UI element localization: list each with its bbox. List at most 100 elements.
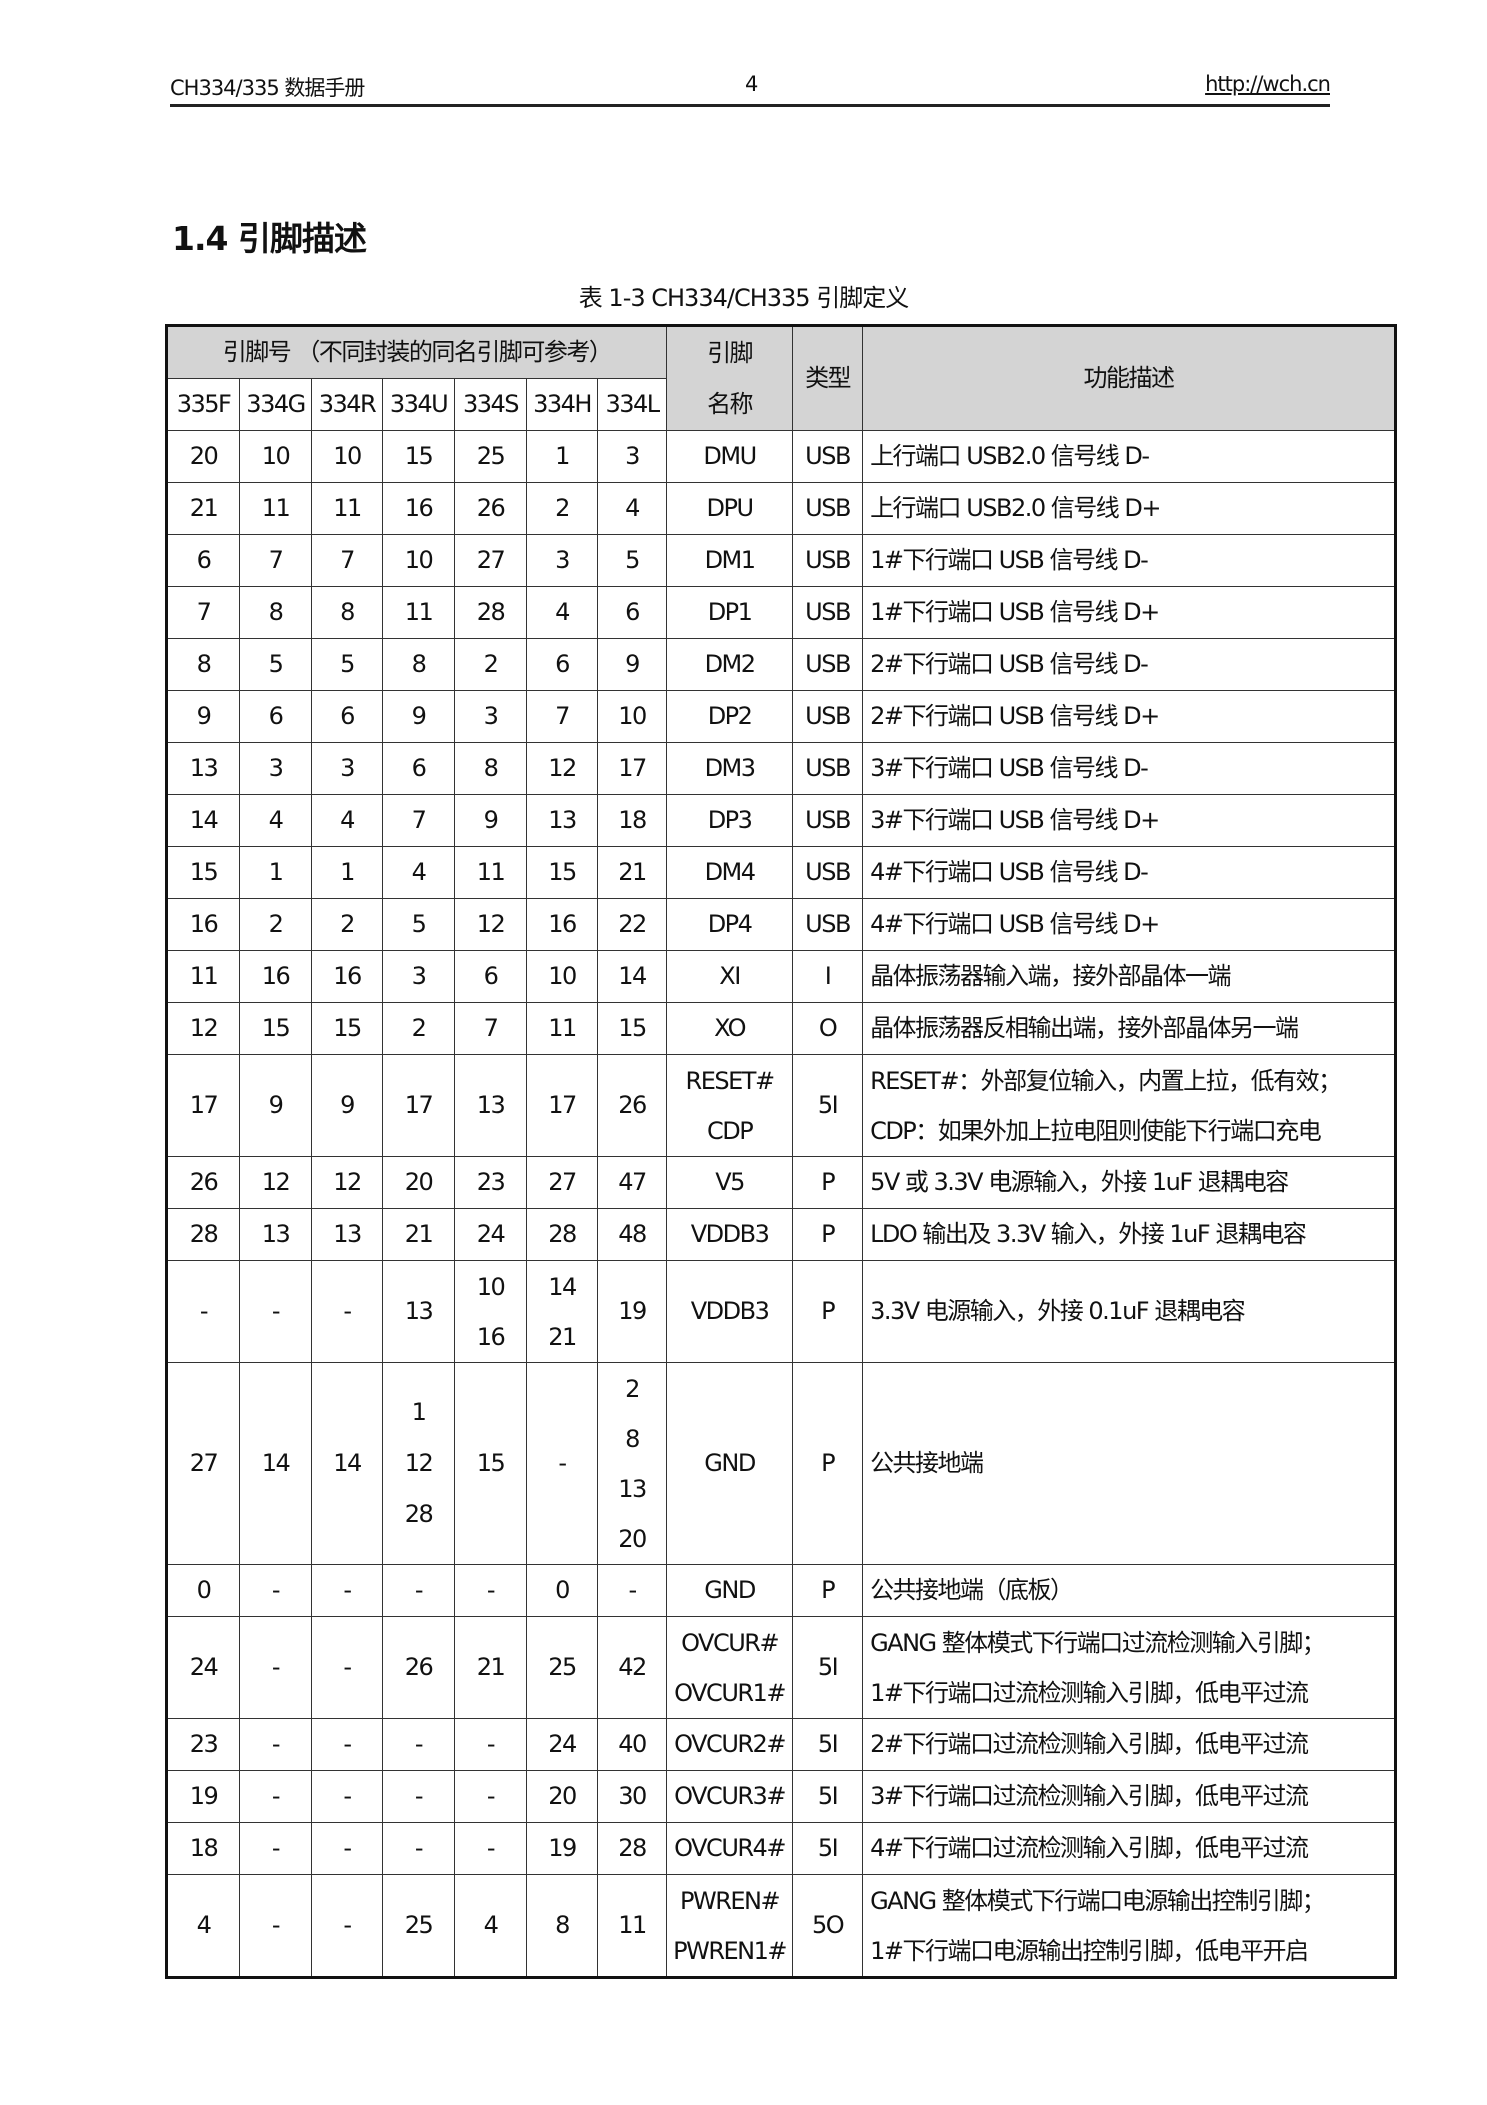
website-link[interactable]: http://wch.cn bbox=[1205, 72, 1331, 96]
pin-number-cell: 14 bbox=[596, 950, 668, 1003]
pin-name-cell: DP2 bbox=[666, 690, 794, 743]
pin-number-cell: - bbox=[311, 1260, 383, 1363]
table-row: - - -13 10 16 14 21 19 VDDB3 P 3.3V 电源输入，外接 0.1u… bbox=[166, 1260, 1396, 1363]
pin-number-cell: 7 bbox=[526, 690, 598, 743]
pin-number-cell: 4 bbox=[526, 586, 598, 639]
package-header: 334H bbox=[526, 378, 598, 431]
doc-title: CH334/335 数据手册 bbox=[170, 76, 365, 100]
pin-type-cell: USB bbox=[792, 742, 864, 795]
package-header: 334R bbox=[311, 378, 383, 431]
page-header: CH334/335 数据手册 4 http://wch.cn bbox=[170, 70, 1331, 107]
pin-number-cell: 10 bbox=[239, 430, 312, 483]
pin-number-cell: 0 bbox=[526, 1564, 598, 1617]
pin-number-cell: 4 bbox=[311, 794, 383, 847]
pin-number-cell: 4 bbox=[239, 794, 312, 847]
pin-number-cell: 4 bbox=[382, 846, 455, 899]
pin-number-cell: 28 bbox=[596, 1822, 668, 1875]
pin-number-cell: 27 bbox=[166, 1362, 240, 1565]
pin-number-cell: 27 bbox=[526, 1156, 598, 1209]
table-row: 17 9 9 17 13 17 26 RESET# CDP 5I RESET#：外部复位输入，内置… bbox=[166, 1054, 1396, 1157]
pin-type-cell: 5O bbox=[792, 1874, 864, 1978]
pin-number-cell: 30 bbox=[596, 1770, 668, 1823]
pin-number-cell: 11 bbox=[166, 950, 240, 1003]
pin-description-cell: 4#下行端口 USB 信号线 D- bbox=[862, 846, 1396, 899]
pin-description-cell: 晶体振荡器反相输出端，接外部晶体另一端 bbox=[862, 1002, 1396, 1055]
pin-number-cell: 21 bbox=[382, 1208, 455, 1261]
table-row: 23- - - -24 40 OVCUR2# 5I 2#下行端口过流检测输入引脚，低电平过流 bbox=[166, 1718, 1396, 1771]
pin-type-cell: 5I bbox=[792, 1770, 864, 1823]
table-row: 15 1 1 4 11 15 21 DM4 USB 4#下行端口 USB 信号线 D- bbox=[166, 846, 1396, 899]
pin-description-cell: 1#下行端口 USB 信号线 D+ bbox=[862, 586, 1396, 639]
table-row: 28 13 13 21 24 28 48 VDDB3 P LDO 输出及 3.3V 输入，外接 1… bbox=[166, 1208, 1396, 1261]
pin-name-cell: OVCUR3# bbox=[666, 1770, 794, 1823]
pin-number-cell: 15 bbox=[382, 430, 455, 483]
table-row: 26 12 12 20 23 27 47 V5 P 5V 或 3.3V 电源输入，外接 1uF 退… bbox=[166, 1156, 1396, 1209]
pin-number-cell: 4 bbox=[596, 482, 668, 535]
pin-number-cell: 6 bbox=[454, 950, 527, 1003]
pin-number-cell: 11 bbox=[454, 846, 527, 899]
table-row: 6 7 7 10 27 3 5 DM1 USB 1#下行端口 USB 信号线 D- bbox=[166, 534, 1396, 587]
pin-number-cell: 6 bbox=[239, 690, 312, 743]
pin-number-cell: 4 bbox=[454, 1874, 527, 1978]
pin-type-cell: 5I bbox=[792, 1054, 864, 1157]
pin-number-cell: 1 bbox=[311, 846, 383, 899]
pin-name-cell: OVCUR2# bbox=[666, 1718, 794, 1771]
pin-number-cell: - bbox=[239, 1874, 312, 1978]
pin-number-cell: 8 bbox=[166, 638, 240, 691]
pin-number-cell: 6 bbox=[526, 638, 598, 691]
pin-name-cell: DM4 bbox=[666, 846, 794, 899]
table-row: 12 15 15 2 7 11 15 XO O 晶体振荡器反相输出端，接外部晶体另一端 bbox=[166, 1002, 1396, 1055]
pin-name-cell: DP1 bbox=[666, 586, 794, 639]
pin-number-cell: 6 bbox=[311, 690, 383, 743]
pin-number-cell: - bbox=[382, 1564, 455, 1617]
pin-number-cell: 14 bbox=[166, 794, 240, 847]
pin-number-cell: 9 bbox=[382, 690, 455, 743]
pin-number-cell: 17 bbox=[166, 1054, 240, 1157]
pin-number-cell: 17 bbox=[596, 742, 668, 795]
table-row: 21 11 11 16 26 2 4 DPU USB 上行端口 USB2.0 信号线 D+ bbox=[166, 482, 1396, 535]
pin-number-cell: 12 bbox=[526, 742, 598, 795]
pin-number-cell: 10 bbox=[596, 690, 668, 743]
pin-number-cell: 13 bbox=[382, 1260, 455, 1363]
pin-number-cell: 5 bbox=[596, 534, 668, 587]
pin-number-cell: 6 bbox=[382, 742, 455, 795]
pin-description-cell: 上行端口 USB2.0 信号线 D+ bbox=[862, 482, 1396, 535]
table-row: 0- - - -0- GND P 公共接地端（底板） bbox=[166, 1564, 1396, 1617]
table-row: 8 5 5 8 2 6 9 DM2 USB 2#下行端口 USB 信号线 D- bbox=[166, 638, 1396, 691]
pin-number-cell: 16 bbox=[239, 950, 312, 1003]
pin-number-cell: 11 bbox=[239, 482, 312, 535]
package-header: 334L bbox=[596, 378, 668, 431]
pin-name-cell: PWREN# PWREN1# bbox=[666, 1874, 794, 1978]
pin-description-cell: 晶体振荡器输入端，接外部晶体一端 bbox=[862, 950, 1396, 1003]
pin-number-cell: 5 bbox=[239, 638, 312, 691]
pin-number-cell: 3 bbox=[454, 690, 527, 743]
pin-number-cell: 2 bbox=[382, 1002, 455, 1055]
pin-number-cell: 11 bbox=[311, 482, 383, 535]
pin-number-cell: - bbox=[239, 1770, 312, 1823]
section-title: 1.4 引脚描述 bbox=[172, 219, 367, 258]
pin-number-cell: 14 bbox=[311, 1362, 383, 1565]
pin-number-cell: 24 bbox=[166, 1616, 240, 1719]
pin-description-cell: 2#下行端口过流检测输入引脚，低电平过流 bbox=[862, 1718, 1396, 1771]
pin-number-cell: 7 bbox=[454, 1002, 527, 1055]
pin-number-cell: 28 bbox=[454, 586, 527, 639]
package-header: 334U bbox=[382, 378, 455, 431]
pin-type-cell: 5I bbox=[792, 1822, 864, 1875]
pin-name-cell: RESET# CDP bbox=[666, 1054, 794, 1157]
type-header: 类型 bbox=[792, 325, 864, 431]
pin-number-cell: 3 bbox=[526, 534, 598, 587]
pin-name-cell: XO bbox=[666, 1002, 794, 1055]
pin-number-cell: 19 bbox=[526, 1822, 598, 1875]
pin-name-header: 引脚 名称 bbox=[666, 325, 794, 431]
pin-number-cell: 1 12 28 bbox=[382, 1362, 455, 1565]
pin-number-group-header: 引脚号 （不同封装的同名引脚可参考） bbox=[165, 325, 668, 379]
table-row: 20 10 10 15 25 1 3 DMU USB 上行端口 USB2.0 信号线 D- bbox=[166, 430, 1396, 483]
pin-description-cell: 3#下行端口 USB 信号线 D+ bbox=[862, 794, 1396, 847]
pin-name-cell: GND bbox=[666, 1362, 794, 1565]
pin-number-cell: 25 bbox=[526, 1616, 598, 1719]
pin-number-cell: 6 bbox=[596, 586, 668, 639]
pin-number-cell: 2 bbox=[454, 638, 527, 691]
pin-number-cell: 21 bbox=[166, 482, 240, 535]
pin-number-cell: 3 bbox=[382, 950, 455, 1003]
pin-number-cell: 8 bbox=[454, 742, 527, 795]
